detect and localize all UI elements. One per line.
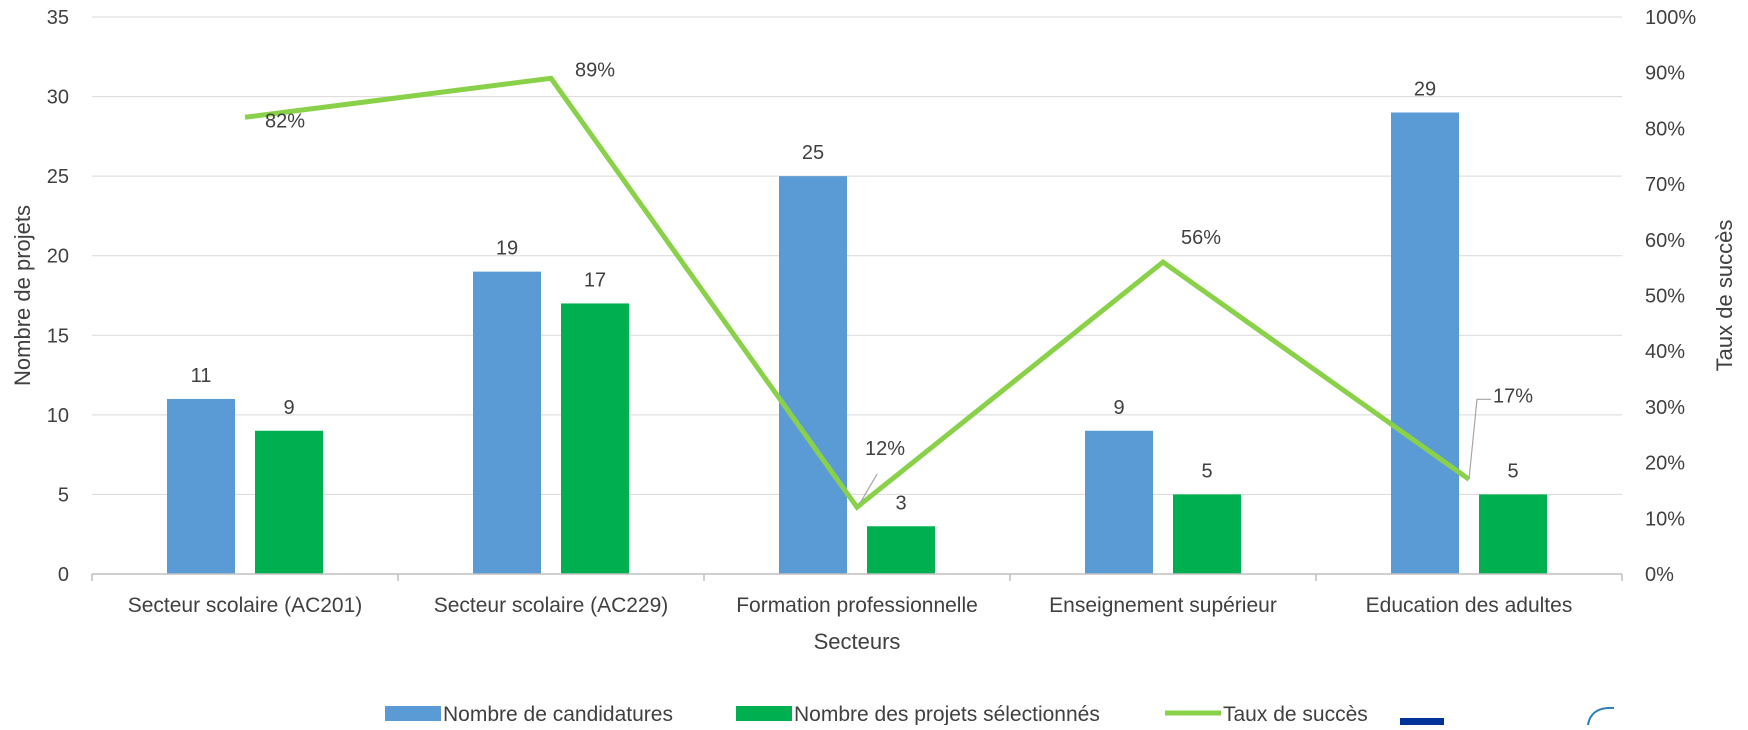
y2-tick-label: 10% [1645,508,1685,530]
bar-value-label: 9 [1113,397,1124,419]
y-tick-label: 20 [47,246,69,268]
line-value-label: 82% [265,110,305,132]
bar [1391,112,1459,574]
y-tick-label: 30 [47,87,69,109]
y-tick-label: 35 [47,7,69,29]
bar-value-label: 11 [191,365,212,387]
bar [1479,494,1547,574]
line-value-label: 56% [1181,227,1221,249]
x-tick-label: Secteur scolaire (AC229) [434,594,669,617]
bar [167,398,235,574]
y2-tick-label: 50% [1645,286,1685,308]
bar [867,526,935,574]
bar-value-label: 17 [584,269,606,291]
bar-value-label: 9 [283,397,294,419]
x-axis-title: Secteurs [814,629,901,654]
leader-line [859,473,878,504]
line-value-label: 89% [575,59,615,81]
eu-flag-logo [1400,718,1444,725]
bar-value-label: 3 [895,492,906,514]
bar-value-label: 25 [802,142,824,164]
bar-value-label: 5 [1507,460,1518,482]
x-tick-label: Enseignement supérieur [1049,594,1277,617]
y2-tick-label: 80% [1645,118,1685,140]
bar [561,303,629,574]
y2-tick-label: 20% [1645,453,1685,475]
y2-tick-label: 30% [1645,397,1685,419]
x-tick-label: Formation professionnelle [736,594,978,617]
y2-tick-label: 40% [1645,341,1685,363]
axes: 051015202530350%10%20%30%40%50%60%70%80%… [10,7,1737,654]
bar [779,176,847,574]
bar [255,430,323,574]
bar [1173,494,1241,574]
bar [473,271,541,574]
legend-swatch [385,706,441,721]
legend-swatch [736,706,792,721]
data-labels: 11 19 25 9 29 9 17 3 5 5 82% 89% 12% 56% 17% [191,59,1534,514]
footer-logos [1400,706,1615,726]
legend: Nombre de candidatures Nombre des projets… [385,703,1368,726]
y-tick-label: 5 [58,484,69,506]
x-tick-label: Secteur scolaire (AC201) [128,594,363,617]
y-tick-label: 0 [58,564,69,586]
bar-value-label: 29 [1414,78,1436,100]
agency-logo-swoosh [1587,706,1615,726]
y-tick-label: 15 [47,325,69,347]
y2-tick-label: 100% [1645,7,1696,29]
y2-tick-label: 0% [1645,564,1674,586]
x-tick-label: Education des adultes [1366,594,1573,617]
y-axis-title: Nombre de projets [10,205,35,386]
legend-label: Nombre de candidatures [443,703,673,725]
legend-label: Nombre des projets sélectionnés [794,703,1100,725]
line-value-label: 17% [1493,385,1533,407]
y-tick-label: 25 [47,166,69,188]
y-tick-label: 10 [47,405,69,427]
bar-value-label: 5 [1201,460,1212,482]
y2-tick-label: 70% [1645,174,1685,196]
legend-label: Taux de succès [1223,703,1368,725]
line-series [244,75,1471,511]
y2-tick-label: 60% [1645,230,1685,252]
line-value-label: 12% [865,438,905,460]
gridlines [92,16,1622,495]
bar-value-label: 19 [496,238,518,260]
leader-line [1468,398,1491,480]
bar [1085,430,1153,574]
y2-tick-label: 90% [1645,63,1685,85]
line-series-path [244,75,1471,511]
bar-series [167,112,1547,574]
y2-axis-title: Taux de succès [1712,220,1737,372]
